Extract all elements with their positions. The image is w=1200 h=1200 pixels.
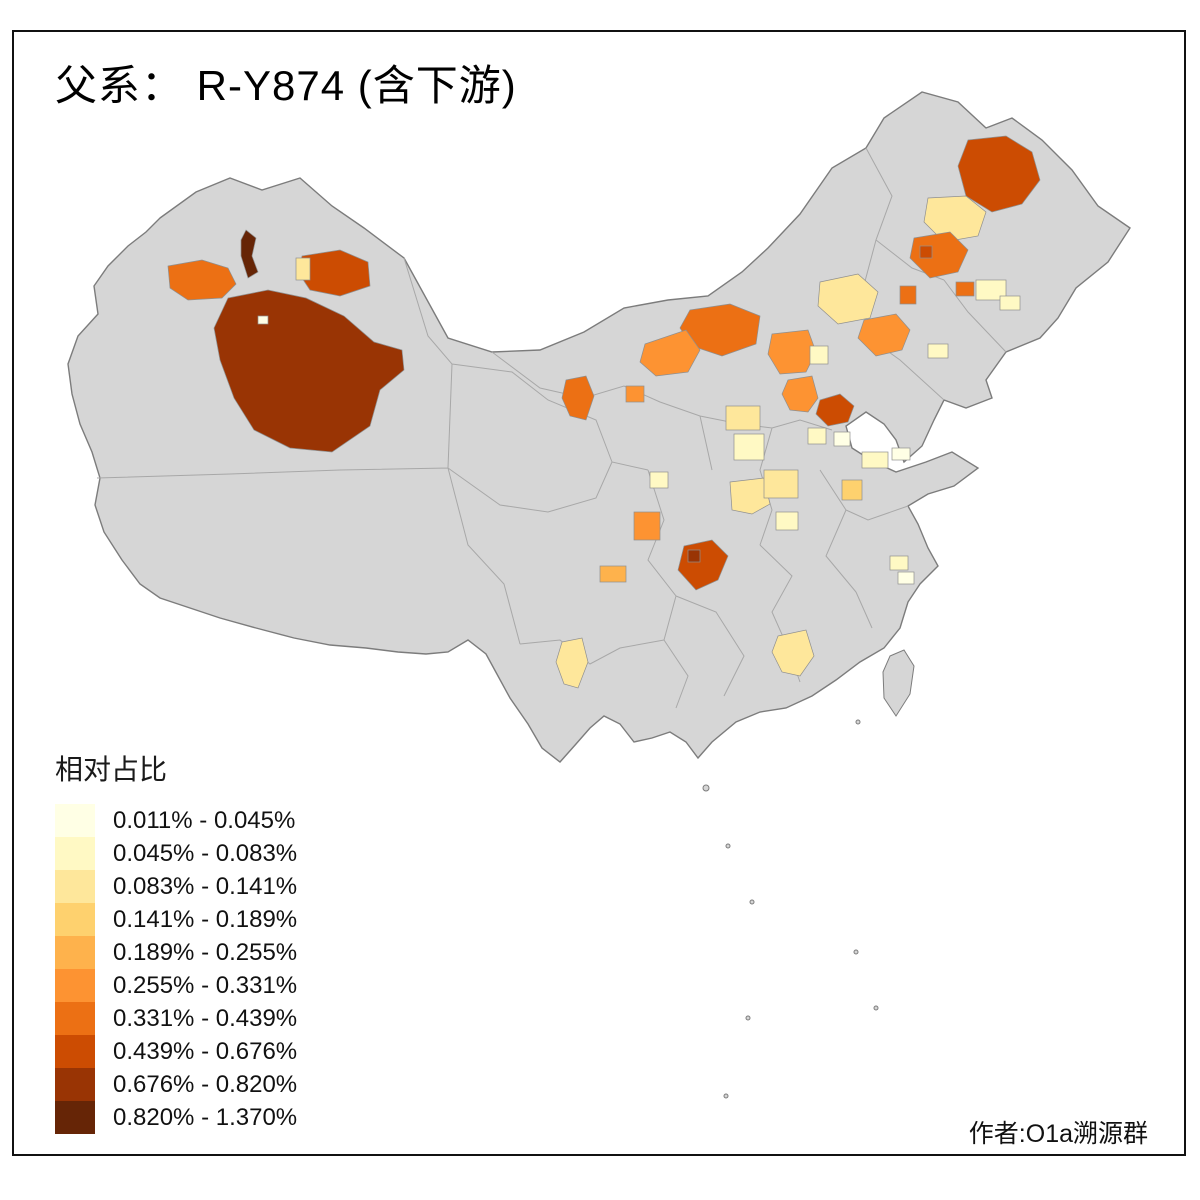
legend-row: 0.255% - 0.331% [55,969,297,1002]
legend-swatch [55,936,95,969]
legend-swatch [55,804,95,837]
map-region [625,385,645,403]
legend-label: 0.011% - 0.045% [113,806,296,834]
island-dot [725,843,731,849]
legend-label: 0.189% - 0.255% [113,938,298,966]
island-dot [745,1015,751,1021]
map-region [257,315,269,325]
map-region [725,405,761,431]
legend-swatch [55,903,95,936]
legend-row: 0.045% - 0.083% [55,837,297,870]
map-region [861,451,889,469]
legend-label: 0.820% - 1.370% [113,1103,298,1131]
author-credit: 作者:O1a溯源群 [968,1120,1148,1148]
legend-label: 0.255% - 0.331% [113,971,298,999]
page-title: 父系： R-Y874 (含下游) [55,62,517,109]
map-region [733,433,765,461]
map-region [555,637,589,689]
legend-swatch [55,969,95,1002]
map-region [897,571,915,585]
legend-label: 0.331% - 0.439% [113,1004,298,1032]
legend-swatch [55,1035,95,1068]
map-region [817,273,879,325]
map-region [775,511,799,531]
map-region [955,281,975,297]
map-region [919,245,933,259]
legend-swatch [55,837,95,870]
map-region [857,313,911,357]
map-region [899,285,917,305]
map-region [889,555,909,571]
map-region [240,229,259,279]
map-region [561,375,595,421]
map-region [213,289,405,453]
map-region [927,343,949,359]
map-region [809,345,829,365]
island-dot [853,949,859,955]
map-region [841,479,863,501]
legend-label: 0.439% - 0.676% [113,1037,298,1065]
legend-row: 0.011% - 0.045% [55,804,297,837]
island-dot [855,719,861,725]
map-region [295,257,311,281]
legend-row: 0.439% - 0.676% [55,1035,297,1068]
legend-swatch [55,870,95,903]
legend-label: 0.141% - 0.189% [113,905,298,933]
island-dot [749,899,755,905]
taiwan-island [882,649,915,717]
legend: 相对占比 0.011% - 0.045% 0.045% - 0.083% 0.083… [55,748,297,1134]
legend-title: 相对占比 [55,754,168,785]
island-dot [702,784,710,792]
map-region [649,471,669,489]
island-dot [723,1093,729,1099]
legend-swatch [55,1068,95,1101]
legend-row: 0.676% - 0.820% [55,1068,297,1101]
legend-row: 0.189% - 0.255% [55,936,297,969]
legend-row: 0.141% - 0.189% [55,903,297,936]
map-region [999,295,1021,311]
legend-label: 0.676% - 0.820% [113,1070,298,1098]
island-dot [873,1005,879,1011]
legend-rows: 0.011% - 0.045% 0.045% - 0.083% 0.083% - 0… [55,804,297,1134]
map-region [957,135,1041,213]
map-region [923,195,987,243]
map-region [763,469,799,499]
map-region [771,629,815,677]
legend-label: 0.083% - 0.141% [113,872,298,900]
map-region [833,431,851,447]
legend-row: 0.820% - 1.370% [55,1101,297,1134]
legend-swatch [55,1101,95,1134]
map-region [729,477,771,515]
map-region [807,427,827,445]
map-region [633,511,661,541]
map-region [639,329,701,377]
legend-row: 0.331% - 0.439% [55,1002,297,1035]
map-region [975,279,1007,301]
map-region [815,393,855,427]
legend-label: 0.045% - 0.083% [113,839,298,867]
map-region [687,549,701,563]
map-region [781,375,819,413]
legend-row: 0.083% - 0.141% [55,870,297,903]
map-region [599,565,627,583]
legend-swatch [55,1002,95,1035]
map-region [767,329,817,375]
map-region [891,447,911,461]
map-region [909,231,969,279]
map-region [167,259,237,301]
